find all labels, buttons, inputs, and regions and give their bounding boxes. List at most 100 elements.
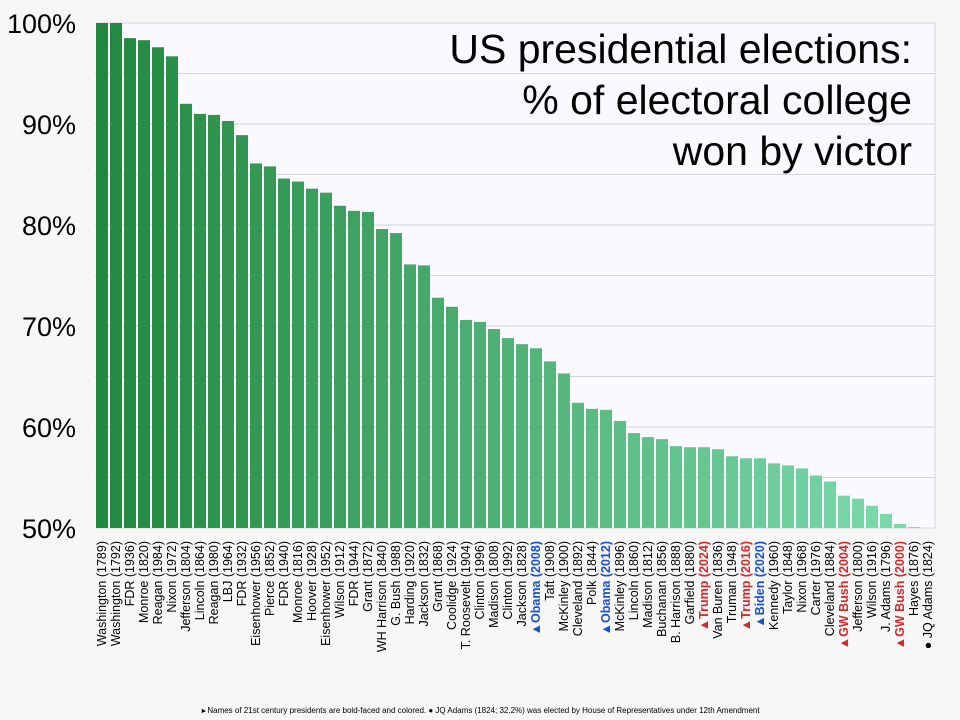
x-tick-label: McKinley (1896) xyxy=(613,541,627,631)
x-tick-label: Carter (1976) xyxy=(809,541,823,615)
bar xyxy=(866,505,878,528)
x-tick-label: Garfield (1880) xyxy=(683,541,697,624)
bar xyxy=(558,373,570,528)
x-tick-label: Nixon (1972) xyxy=(165,541,179,613)
bar xyxy=(572,402,584,528)
bar xyxy=(628,433,640,528)
x-tick-label: WH Harrison (1840) xyxy=(375,541,389,652)
bar xyxy=(502,338,514,528)
x-tick-label: Reagan (1980) xyxy=(207,541,221,624)
x-tick-label: Wilson (1912) xyxy=(333,541,347,618)
bar xyxy=(166,56,178,529)
bar xyxy=(110,23,122,528)
bar xyxy=(404,264,416,528)
chart-title-line: % of electoral college xyxy=(522,77,912,123)
bar xyxy=(768,463,780,528)
x-tick-label: Grant (1872) xyxy=(361,541,375,612)
bar xyxy=(908,526,920,528)
x-tick-label: Madison (1808) xyxy=(487,541,501,628)
bar xyxy=(264,166,276,529)
x-tick-label: Eisenhower (1952) xyxy=(319,541,333,646)
bar xyxy=(824,481,836,528)
bar xyxy=(642,437,654,528)
bar xyxy=(320,192,332,528)
bar xyxy=(194,113,206,529)
bar xyxy=(376,229,388,529)
x-tick-label: Clinton (1996) xyxy=(473,541,487,620)
x-tick-label: Hayes (1876) xyxy=(907,541,921,616)
bar xyxy=(152,47,164,529)
x-tick-label: ▲Obama (2008) xyxy=(529,541,543,635)
bar xyxy=(306,188,318,528)
x-tick-label: J. Adams (1796) xyxy=(879,541,893,632)
footnote-marker: ► xyxy=(200,708,208,715)
x-tick-label: ● JQ Adams (1824) xyxy=(921,541,935,649)
y-tick-label: 60% xyxy=(22,413,76,443)
x-tick-label: Truman (1948) xyxy=(725,541,739,623)
bar xyxy=(740,458,752,528)
x-tick-label: ▲GW Bush (2000) xyxy=(893,541,907,649)
x-tick-label: Coolidge (1924) xyxy=(445,541,459,630)
x-tick-label: Buchanan (1856) xyxy=(655,541,669,637)
x-tick-label: ▲Trump (2016) xyxy=(739,541,753,631)
bar xyxy=(362,211,374,528)
bar xyxy=(292,181,304,528)
chart-title-line: US presidential elections: xyxy=(449,26,912,72)
x-tick-label: Washington (1792) xyxy=(109,541,123,646)
bar xyxy=(334,205,346,528)
bar xyxy=(684,447,696,528)
x-tick-label: Cleveland (1884) xyxy=(823,541,837,636)
x-tick-label: FDR (1940) xyxy=(277,541,291,606)
bar xyxy=(894,523,906,528)
bar xyxy=(432,297,444,528)
bar xyxy=(754,458,766,528)
x-tick-label: LBJ (1964) xyxy=(221,541,235,602)
x-tick-label: Monroe (1820) xyxy=(137,541,151,623)
bar xyxy=(418,265,430,528)
x-tick-label: Kennedy (1960) xyxy=(767,541,781,630)
x-tick-label: Pierce (1852) xyxy=(263,541,277,616)
x-tick-label: Taft (1908) xyxy=(543,541,557,601)
x-tick-label: FDR (1936) xyxy=(123,541,137,606)
grid-lines xyxy=(95,22,936,529)
bar xyxy=(180,103,192,529)
chart-title-line: won by victor xyxy=(672,128,912,174)
x-tick-label: McKinley (1900) xyxy=(557,541,571,631)
bar xyxy=(124,38,136,529)
x-tick-label: Washington (1789) xyxy=(95,541,109,646)
bar-chart: 50% 60% 70% 80% 90% 100% Washington (1789) Was… xyxy=(7,9,936,652)
x-tick-label: Eisenhower (1956) xyxy=(249,541,263,646)
x-tick-label: Jefferson (1804) xyxy=(179,541,193,632)
bar xyxy=(614,420,626,528)
footnote: ►Names of 21st century presidents are bo… xyxy=(0,706,960,715)
x-tick-label: Jefferson (1800) xyxy=(851,541,865,632)
x-tick-label: Wilson (1916) xyxy=(865,541,879,618)
bar xyxy=(488,329,500,528)
y-tick-label: 70% xyxy=(22,312,76,342)
bar xyxy=(838,495,850,528)
x-tick-label: Van Buren (1836) xyxy=(711,541,725,639)
x-tick-label: Hoover (1928) xyxy=(305,541,319,621)
bar xyxy=(390,233,402,528)
y-tick-label: 80% xyxy=(22,211,76,241)
x-tick-label: B. Harrison (1888) xyxy=(669,541,683,643)
bar xyxy=(208,114,220,528)
y-tick-label: 50% xyxy=(22,514,76,544)
bar xyxy=(600,409,612,528)
bar xyxy=(96,23,108,528)
bar xyxy=(278,178,290,529)
x-tick-label: Cleveland (1892) xyxy=(571,541,585,636)
x-tick-label: Monroe (1816) xyxy=(291,541,305,623)
bar xyxy=(516,344,528,528)
bar xyxy=(586,408,598,528)
x-tick-label: ▲Trump (2024) xyxy=(697,541,711,631)
x-tick-label: Clinton (1992) xyxy=(501,541,515,620)
x-tick-label: Nixon (1968) xyxy=(795,541,809,613)
bar xyxy=(782,465,794,528)
bar xyxy=(544,361,556,528)
bar xyxy=(474,321,486,528)
x-tick-label: G. Bush (1988) xyxy=(389,541,403,626)
x-tick-label: Lincoln (1860) xyxy=(627,541,641,620)
bar xyxy=(726,456,738,528)
bar xyxy=(796,468,808,528)
